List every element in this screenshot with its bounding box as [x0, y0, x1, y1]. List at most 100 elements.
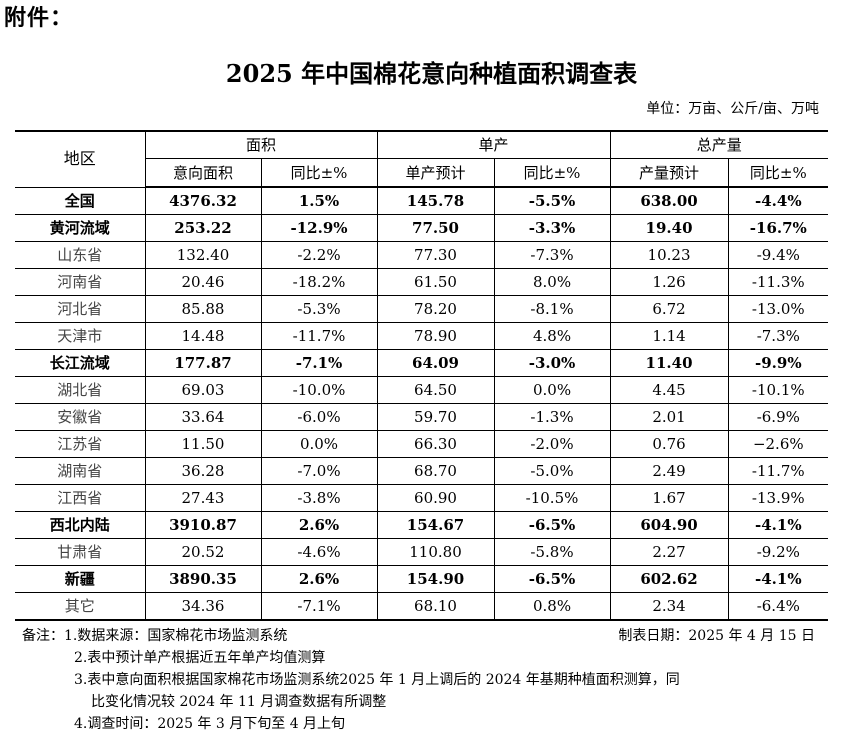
region-cell: 河北省: [15, 295, 146, 323]
production-yoy-cell: -9.4%: [727, 241, 829, 269]
intended-area-cell: 85.88: [144, 295, 262, 323]
yield-yoy-cell: -5.8%: [493, 538, 611, 566]
production-estimate-cell: 2.49: [609, 457, 729, 485]
production-yoy-cell: -9.2%: [727, 538, 829, 566]
production-yoy-cell: -16.7%: [727, 214, 829, 242]
area-yoy-cell: 2.6%: [260, 565, 378, 593]
yield-estimate-cell: 68.10: [376, 592, 495, 621]
yield-estimate-cell: 77.50: [376, 214, 495, 242]
area-yoy-cell: -7.1%: [260, 349, 378, 377]
production-estimate-cell: 19.40: [609, 214, 729, 242]
header-area-yoy: 同比±%: [260, 158, 378, 188]
table-row: 长江流域 177.87 -7.1% 64.09 -3.0% 11.40 -9.9%: [15, 349, 829, 377]
header-group-yield: 单产: [376, 130, 611, 159]
header-yield-yoy: 同比±%: [493, 158, 611, 188]
header-yield-estimate: 单产预计: [376, 158, 495, 188]
table-row: 山东省 132.40 -2.2% 77.30 -7.3% 10.23 -9.4%: [15, 241, 829, 269]
area-yoy-cell: -2.2%: [260, 241, 378, 269]
production-yoy-cell: -11.7%: [727, 457, 829, 485]
yield-estimate-cell: 68.70: [376, 457, 495, 485]
cotton-area-table: 地区 面积 单产 总产量 意向面积 同比±% 单产预计 同比±% 产量预计 同比…: [15, 130, 829, 621]
region-cell: 湖南省: [15, 457, 146, 485]
header-group-production: 总产量: [609, 130, 829, 159]
production-yoy-cell: −2.6%: [727, 430, 829, 458]
region-cell: 河南省: [15, 268, 146, 296]
yield-estimate-cell: 66.30: [376, 430, 495, 458]
note-3-continued: 比变化情况较 2024 年 11 月调查数据有所调整: [91, 694, 387, 710]
production-estimate-cell: 4.45: [609, 376, 729, 404]
notes: 备注：1.数据来源：国家棉花市场监测系统 2.表中预计单产根据近五年单产均值测算…: [22, 625, 680, 735]
intended-area-cell: 177.87: [144, 349, 262, 377]
table-row: 黄河流域 253.22 -12.9% 77.50 -3.3% 19.40 -16.7%: [15, 214, 829, 242]
table-row: 河北省 85.88 -5.3% 78.20 -8.1% 6.72 -13.0%: [15, 295, 829, 323]
intended-area-cell: 34.36: [144, 592, 262, 621]
yield-yoy-cell: -5.0%: [493, 457, 611, 485]
area-yoy-cell: -6.0%: [260, 403, 378, 431]
production-estimate-cell: 2.34: [609, 592, 729, 621]
area-yoy-cell: -4.6%: [260, 538, 378, 566]
yield-yoy-cell: 8.0%: [493, 268, 611, 296]
intended-area-cell: 253.22: [144, 214, 262, 242]
header-region: 地区: [15, 130, 146, 188]
area-yoy-cell: -11.7%: [260, 322, 378, 350]
table-row: 全国 4376.32 1.5% 145.78 -5.5% 638.00 -4.4%: [15, 186, 829, 215]
area-yoy-cell: 1.5%: [260, 186, 378, 215]
region-cell: 西北内陆: [15, 511, 146, 539]
yield-yoy-cell: -3.3%: [493, 214, 611, 242]
region-cell: 江西省: [15, 484, 146, 512]
yield-estimate-cell: 78.90: [376, 322, 495, 350]
production-yoy-cell: -11.3%: [727, 268, 829, 296]
attachment-label: 附件：: [4, 5, 74, 31]
production-estimate-cell: 1.26: [609, 268, 729, 296]
area-yoy-cell: -7.0%: [260, 457, 378, 485]
production-yoy-cell: -4.1%: [727, 565, 829, 593]
note-1: 备注：1.数据来源：国家棉花市场监测系统: [22, 628, 288, 644]
yield-yoy-cell: -6.5%: [493, 511, 611, 539]
region-cell: 其它: [15, 592, 146, 621]
page-title: 2025 年中国棉花意向种植面积调查表: [225, 59, 638, 88]
intended-area-cell: 20.52: [144, 538, 262, 566]
table-row: 西北内陆 3910.87 2.6% 154.67 -6.5% 604.90 -4.1%: [15, 511, 829, 539]
production-estimate-cell: 0.76: [609, 430, 729, 458]
area-yoy-cell: -5.3%: [260, 295, 378, 323]
unit-note: 单位：万亩、公斤/亩、万吨: [646, 101, 819, 117]
intended-area-cell: 69.03: [144, 376, 262, 404]
region-cell: 长江流域: [15, 349, 146, 377]
yield-yoy-cell: -6.5%: [493, 565, 611, 593]
production-yoy-cell: -6.4%: [727, 592, 829, 621]
yield-yoy-cell: 4.8%: [493, 322, 611, 350]
table-date: 制表日期：2025 年 4 月 15 日: [618, 628, 815, 644]
yield-yoy-cell: -5.5%: [493, 186, 611, 215]
production-estimate-cell: 6.72: [609, 295, 729, 323]
yield-estimate-cell: 60.90: [376, 484, 495, 512]
intended-area-cell: 33.64: [144, 403, 262, 431]
yield-yoy-cell: -3.0%: [493, 349, 611, 377]
header-intended-area: 意向面积: [145, 158, 262, 188]
region-cell: 湖北省: [15, 376, 146, 404]
intended-area-cell: 36.28: [144, 457, 262, 485]
table-row: 河南省 20.46 -18.2% 61.50 8.0% 1.26 -11.3%: [15, 268, 829, 296]
table-row: 甘肃省 20.52 -4.6% 110.80 -5.8% 2.27 -9.2%: [15, 538, 829, 566]
note-2: 2.表中预计单产根据近五年单产均值测算: [74, 650, 326, 666]
area-yoy-cell: 2.6%: [260, 511, 378, 539]
table-row: 江苏省 11.50 0.0% 66.30 -2.0% 0.76 −2.6%: [15, 430, 829, 458]
yield-estimate-cell: 78.20: [376, 295, 495, 323]
header-production-estimate: 产量预计: [609, 158, 729, 188]
region-cell: 全国: [15, 186, 146, 215]
table-row: 安徽省 33.64 -6.0% 59.70 -1.3% 2.01 -6.9%: [15, 403, 829, 431]
region-cell: 山东省: [15, 241, 146, 269]
production-estimate-cell: 2.01: [609, 403, 729, 431]
production-yoy-cell: -4.4%: [727, 186, 829, 215]
yield-yoy-cell: 0.8%: [493, 592, 611, 621]
region-cell: 天津市: [15, 322, 146, 350]
header-production-yoy: 同比±%: [727, 158, 829, 188]
production-yoy-cell: -10.1%: [727, 376, 829, 404]
header-row-groups: 地区 面积 单产 总产量: [15, 130, 829, 188]
production-yoy-cell: -13.9%: [727, 484, 829, 512]
intended-area-cell: 20.46: [144, 268, 262, 296]
yield-estimate-cell: 59.70: [376, 403, 495, 431]
production-estimate-cell: 1.67: [609, 484, 729, 512]
production-estimate-cell: 602.62: [609, 565, 729, 593]
production-estimate-cell: 1.14: [609, 322, 729, 350]
note-4: 4.调查时间：2025 年 3 月下旬至 4 月上旬: [74, 716, 346, 732]
